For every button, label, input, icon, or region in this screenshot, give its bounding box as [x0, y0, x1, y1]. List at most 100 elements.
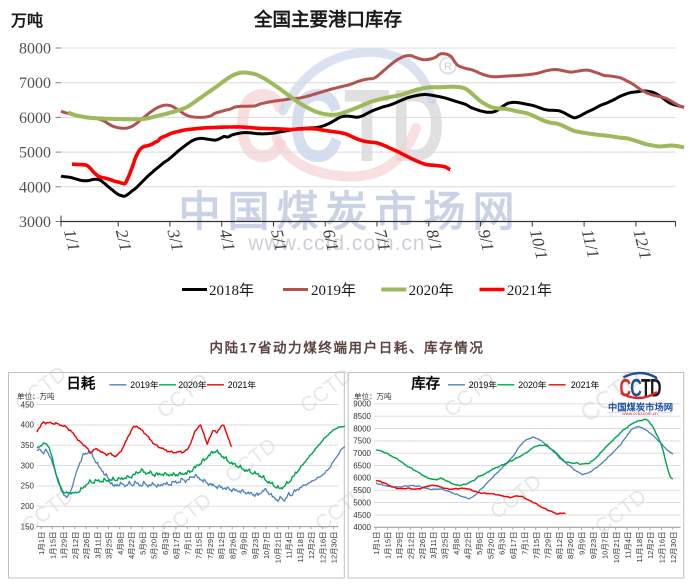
- svg-text:2021年: 2021年: [571, 379, 600, 390]
- svg-text:12月30日: 12月30日: [330, 532, 339, 564]
- svg-text:8月12日: 8月12日: [555, 532, 564, 560]
- svg-text:8月12日: 8月12日: [217, 532, 226, 560]
- svg-text:5月6日: 5月6日: [138, 532, 147, 555]
- svg-text:www.cctd.com.cn: www.cctd.com.cn: [622, 411, 658, 416]
- svg-text:200: 200: [21, 502, 35, 511]
- svg-text:12月2日: 12月2日: [307, 532, 316, 560]
- svg-text:7000: 7000: [19, 75, 51, 92]
- svg-text:1月1日: 1月1日: [372, 532, 381, 555]
- svg-text:350: 350: [21, 441, 35, 450]
- svg-text:11月4日: 11月4日: [623, 532, 632, 559]
- svg-text:2月26日: 2月26日: [418, 532, 427, 560]
- svg-text:1月1日: 1月1日: [37, 532, 46, 555]
- svg-text:450: 450: [21, 400, 35, 409]
- svg-text:5000: 5000: [19, 145, 51, 162]
- svg-text:5月20日: 5月20日: [486, 532, 495, 560]
- svg-text:8000: 8000: [353, 424, 371, 433]
- svg-text:5000: 5000: [353, 498, 371, 507]
- svg-text:10月7日: 10月7日: [262, 532, 271, 560]
- svg-text:11月18日: 11月18日: [635, 532, 644, 563]
- svg-text:12月30日: 12月30日: [669, 532, 678, 564]
- svg-text:4月22日: 4月22日: [464, 532, 473, 560]
- svg-text:9月23日: 9月23日: [589, 532, 598, 560]
- svg-text:6500: 6500: [353, 461, 371, 470]
- svg-text:CCTD: CCTD: [620, 375, 662, 402]
- svg-text:12月16日: 12月16日: [658, 532, 667, 564]
- svg-text:1月15日: 1月15日: [384, 532, 393, 560]
- svg-text:5月20日: 5月20日: [150, 532, 159, 560]
- svg-text:8500: 8500: [353, 412, 371, 421]
- svg-text:7月1日: 7月1日: [521, 532, 530, 555]
- svg-text:R: R: [444, 61, 452, 73]
- svg-text:1月15日: 1月15日: [49, 532, 58, 560]
- svg-text:7月15日: 7月15日: [195, 532, 204, 560]
- svg-text:3月25日: 3月25日: [105, 532, 114, 560]
- svg-text:2021年: 2021年: [507, 282, 552, 299]
- svg-text:6月3日: 6月3日: [498, 532, 507, 555]
- svg-text:3/1: 3/1: [163, 226, 187, 253]
- svg-text:8000: 8000: [19, 41, 51, 58]
- svg-text:2019年: 2019年: [130, 379, 159, 390]
- svg-text:4/1: 4/1: [215, 227, 239, 253]
- svg-text:3月11日: 3月11日: [94, 532, 103, 559]
- svg-text:7月29日: 7月29日: [206, 532, 215, 560]
- svg-text:1月29日: 1月29日: [60, 532, 69, 560]
- svg-text:2月12日: 2月12日: [71, 532, 80, 560]
- svg-text:4月22日: 4月22日: [127, 532, 136, 560]
- svg-text:5500: 5500: [353, 486, 371, 495]
- svg-text:2/1: 2/1: [112, 227, 136, 253]
- svg-text:8/1: 8/1: [422, 227, 446, 253]
- svg-text:4500: 4500: [353, 511, 371, 520]
- svg-text:7/1: 7/1: [371, 227, 395, 253]
- svg-text:6月3日: 6月3日: [161, 532, 170, 555]
- svg-text:9/1: 9/1: [474, 227, 498, 253]
- svg-text:5/1: 5/1: [267, 227, 291, 253]
- svg-text:4月8日: 4月8日: [452, 532, 461, 555]
- svg-text:11月18日: 11月18日: [296, 532, 305, 563]
- svg-text:8月26日: 8月26日: [228, 532, 237, 560]
- svg-text:3月11日: 3月11日: [429, 532, 438, 559]
- svg-text:4000: 4000: [353, 523, 371, 532]
- svg-text:9月9日: 9月9日: [240, 532, 249, 555]
- svg-text:3000: 3000: [19, 214, 51, 231]
- svg-text:1月29日: 1月29日: [395, 532, 404, 560]
- svg-text:10月7日: 10月7日: [601, 532, 610, 560]
- svg-text:6000: 6000: [19, 110, 51, 127]
- svg-text:1/1: 1/1: [60, 227, 84, 253]
- svg-text:11月4日: 11月4日: [285, 532, 294, 559]
- svg-text:300: 300: [21, 461, 35, 470]
- svg-text:www.cctd.com.cn: www.cctd.com.cn: [247, 232, 425, 255]
- svg-text:9月23日: 9月23日: [251, 532, 260, 560]
- svg-text:3月25日: 3月25日: [441, 532, 450, 560]
- svg-text:2020年: 2020年: [518, 379, 547, 390]
- svg-text:2018年: 2018年: [209, 282, 254, 299]
- svg-text:万吨: 万吨: [10, 11, 43, 30]
- svg-text:2020年: 2020年: [409, 282, 454, 299]
- svg-text:全国主要港口库存: 全国主要港口库存: [253, 9, 403, 31]
- svg-text:单位：万吨: 单位：万吨: [17, 391, 55, 401]
- svg-text:内陆17省动力煤终端用户日耗、库存情况: 内陆17省动力煤终端用户日耗、库存情况: [210, 339, 485, 355]
- svg-text:6000: 6000: [353, 474, 371, 483]
- svg-text:5月6日: 5月6日: [475, 532, 484, 555]
- svg-text:7500: 7500: [353, 437, 371, 446]
- svg-text:6/1: 6/1: [319, 227, 343, 253]
- svg-text:2021年: 2021年: [228, 379, 257, 390]
- svg-text:日耗: 日耗: [66, 376, 95, 393]
- svg-text:150: 150: [21, 522, 35, 531]
- svg-text:2020年: 2020年: [178, 379, 207, 390]
- svg-text:12月2日: 12月2日: [646, 532, 655, 560]
- svg-text:400: 400: [21, 421, 35, 430]
- svg-text:2019年: 2019年: [469, 379, 498, 390]
- svg-text:2月26日: 2月26日: [82, 532, 91, 560]
- svg-text:12月16日: 12月16日: [318, 532, 327, 564]
- svg-text:4000: 4000: [19, 179, 51, 196]
- svg-text:10月21日: 10月21日: [612, 532, 621, 564]
- svg-text:7月1日: 7月1日: [183, 532, 192, 555]
- svg-text:250: 250: [21, 482, 35, 491]
- svg-text:库存: 库存: [411, 375, 440, 393]
- svg-text:7月29日: 7月29日: [543, 532, 552, 560]
- svg-text:6月17日: 6月17日: [172, 532, 181, 560]
- svg-text:10月21日: 10月21日: [273, 532, 282, 564]
- svg-text:9月9日: 9月9日: [578, 532, 587, 555]
- svg-text:4月8日: 4月8日: [116, 532, 125, 555]
